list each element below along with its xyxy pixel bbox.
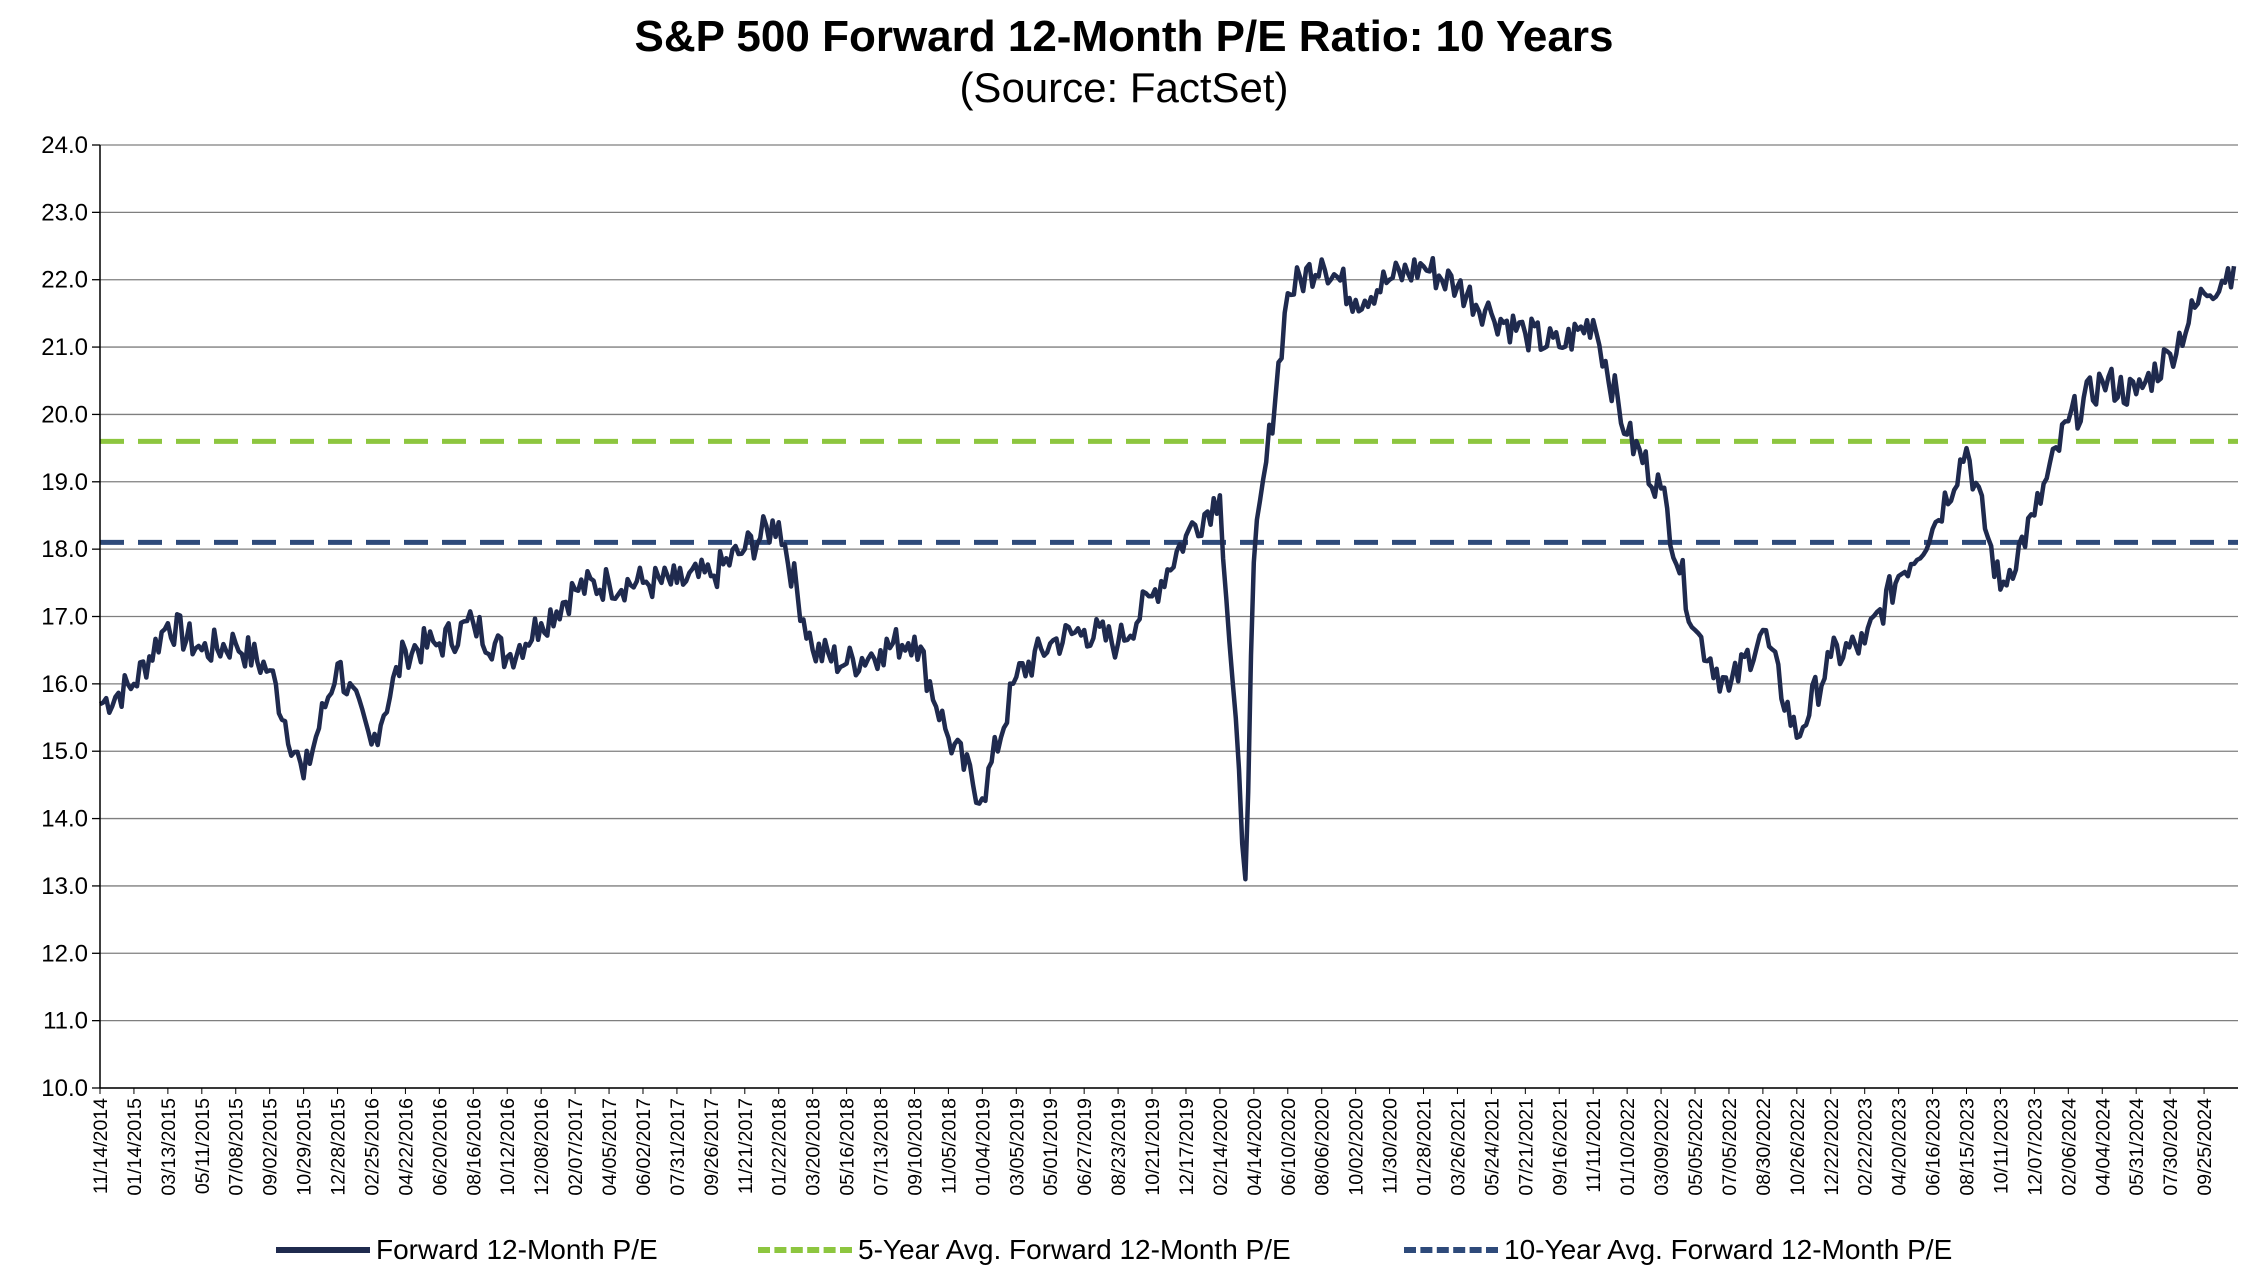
- x-tick-label: 10/11/2023: [1990, 1098, 2012, 1194]
- x-tick-label: 08/15/2023: [1957, 1098, 1979, 1196]
- x-tick-label: 12/28/2015: [328, 1098, 350, 1196]
- average-lines: [100, 438, 2238, 545]
- x-tick-label: 07/21/2021: [1515, 1098, 1537, 1196]
- x-tick-label: 09/16/2021: [1549, 1098, 1571, 1196]
- y-tick-label: 21.0: [41, 334, 88, 361]
- chart-legend: Forward 12-Month P/E 5-Year Avg. Forward…: [0, 1230, 2248, 1270]
- x-tick-label: 02/06/2024: [2058, 1098, 2080, 1196]
- x-tick-label: 10/12/2016: [497, 1098, 519, 1196]
- x-tick-label: 09/26/2017: [701, 1098, 723, 1196]
- legend-swatch-5yr-avg: [758, 1247, 852, 1253]
- x-tick-label: 06/20/2016: [429, 1098, 451, 1196]
- x-tick-label: 06/10/2020: [1278, 1098, 1300, 1196]
- x-tick-label: 04/04/2024: [2092, 1098, 2114, 1196]
- x-tick-label: 05/31/2024: [2126, 1098, 2148, 1196]
- y-tick-label: 15.0: [41, 738, 88, 765]
- x-tick-label: 06/16/2023: [1923, 1098, 1945, 1196]
- x-tick-label: 12/08/2016: [531, 1098, 553, 1196]
- x-tick-label: 08/30/2022: [1753, 1098, 1775, 1196]
- x-tick-label: 12/07/2023: [2024, 1098, 2046, 1196]
- x-tick-label: 05/05/2022: [1685, 1098, 1707, 1196]
- x-tick-label: 07/05/2022: [1719, 1098, 1741, 1196]
- x-tick-label: 06/02/2017: [633, 1098, 655, 1196]
- y-tick-label: 23.0: [41, 199, 88, 226]
- x-tick-label: 08/23/2019: [1108, 1098, 1130, 1196]
- y-tick-label: 10.0: [41, 1075, 88, 1102]
- legend-label-forward-pe: Forward 12-Month P/E: [376, 1234, 658, 1265]
- x-tick-label: 01/10/2022: [1617, 1098, 1639, 1196]
- pe-series-layer: [99, 255, 2237, 882]
- x-tick-label: 09/10/2018: [904, 1098, 926, 1196]
- x-tick-label: 10/26/2022: [1787, 1098, 1809, 1196]
- y-axis-ticks: 10.0 11.0 12.0 13.0 14.0 15.0 16.0 17.0 18.0 19.0…: [41, 132, 100, 1102]
- x-tick-label: 11/21/2017: [735, 1098, 757, 1194]
- x-tick-label: 07/13/2018: [871, 1098, 893, 1196]
- x-tick-label: 08/16/2016: [463, 1098, 485, 1196]
- x-tick-label: 02/25/2016: [361, 1098, 383, 1196]
- x-tick-label: 07/30/2024: [2160, 1098, 2182, 1196]
- y-tick-label: 11.0: [43, 1008, 88, 1035]
- x-tick-label: 10/29/2015: [294, 1098, 316, 1196]
- x-tick-label: 11/14/2014: [90, 1098, 112, 1194]
- y-tick-label: 22.0: [41, 267, 88, 294]
- x-axis-ticks: 11/14/2014 01/14/2015 03/13/2015 05/11/2015…: [90, 1088, 2216, 1196]
- chart-subtitle: (Source: FactSet): [959, 64, 1289, 111]
- chart-title: S&P 500 Forward 12-Month P/E Ratio: 10 Y…: [634, 12, 1614, 61]
- x-tick-label: 10/02/2020: [1346, 1098, 1368, 1196]
- legend-swatch-forward-pe: [276, 1247, 370, 1253]
- y-tick-label: 24.0: [41, 132, 88, 159]
- y-tick-label: 12.0: [41, 940, 88, 967]
- legend-label-5yr-avg: 5-Year Avg. Forward 12-Month P/E: [858, 1234, 1291, 1265]
- x-tick-label: 04/22/2016: [395, 1098, 417, 1196]
- x-tick-label: 03/26/2021: [1447, 1098, 1469, 1196]
- forward-pe-line: [99, 255, 2237, 882]
- x-tick-label: 01/28/2021: [1414, 1098, 1436, 1196]
- x-tick-label: 08/06/2020: [1312, 1098, 1334, 1196]
- x-tick-label: 03/20/2018: [803, 1098, 825, 1196]
- x-tick-label: 05/24/2021: [1481, 1098, 1503, 1196]
- x-tick-label: 02/22/2023: [1855, 1098, 1877, 1196]
- y-tick-label: 16.0: [41, 671, 88, 698]
- y-tick-label: 18.0: [41, 536, 88, 563]
- legend-swatch-10yr-avg: [1404, 1247, 1498, 1253]
- x-tick-label: 12/17/2019: [1176, 1098, 1198, 1196]
- x-tick-label: 02/07/2017: [565, 1098, 587, 1196]
- x-tick-label: 05/11/2015: [192, 1098, 214, 1194]
- legend-item-forward-pe: Forward 12-Month P/E: [276, 1230, 658, 1270]
- x-tick-label: 05/16/2018: [837, 1098, 859, 1196]
- x-tick-label: 10/21/2019: [1142, 1098, 1164, 1196]
- y-tick-label: 14.0: [41, 806, 88, 833]
- x-tick-label: 07/31/2017: [667, 1098, 689, 1196]
- x-tick-label: 07/08/2015: [226, 1098, 248, 1196]
- x-tick-label: 09/02/2015: [260, 1098, 282, 1196]
- x-tick-label: 04/14/2020: [1244, 1098, 1266, 1196]
- x-tick-label: 01/22/2018: [769, 1098, 791, 1196]
- pe-ratio-chart: 10.0 11.0 12.0 13.0 14.0 15.0 16.0 17.0 18.0 19.0…: [41, 132, 2238, 1196]
- y-tick-label: 20.0: [41, 401, 88, 428]
- x-tick-label: 04/05/2017: [599, 1098, 621, 1196]
- x-tick-label: 06/27/2019: [1074, 1098, 1096, 1196]
- x-tick-label: 01/14/2015: [124, 1098, 146, 1196]
- x-tick-label: 11/05/2018: [938, 1098, 960, 1194]
- gridlines: [100, 144, 2238, 1089]
- y-tick-label: 19.0: [41, 469, 88, 496]
- x-tick-label: 11/30/2020: [1380, 1098, 1402, 1194]
- x-tick-label: 05/01/2019: [1040, 1098, 1062, 1196]
- legend-item-5yr-avg: 5-Year Avg. Forward 12-Month P/E: [758, 1230, 1291, 1270]
- x-tick-label: 03/09/2022: [1651, 1098, 1673, 1196]
- legend-label-10yr-avg: 10-Year Avg. Forward 12-Month P/E: [1504, 1234, 1953, 1265]
- x-tick-label: 11/11/2021: [1583, 1098, 1605, 1193]
- legend-item-10yr-avg: 10-Year Avg. Forward 12-Month P/E: [1404, 1230, 1952, 1270]
- x-tick-label: 01/04/2019: [972, 1098, 994, 1196]
- x-tick-label: 02/14/2020: [1210, 1098, 1232, 1196]
- x-tick-label: 03/13/2015: [158, 1098, 180, 1196]
- x-tick-label: 03/05/2019: [1006, 1098, 1028, 1196]
- x-tick-label: 04/20/2023: [1889, 1098, 1911, 1196]
- x-tick-label: 09/25/2024: [2194, 1098, 2216, 1196]
- y-tick-label: 13.0: [41, 873, 88, 900]
- x-tick-label: 12/22/2022: [1821, 1098, 1843, 1196]
- y-tick-label: 17.0: [41, 604, 88, 631]
